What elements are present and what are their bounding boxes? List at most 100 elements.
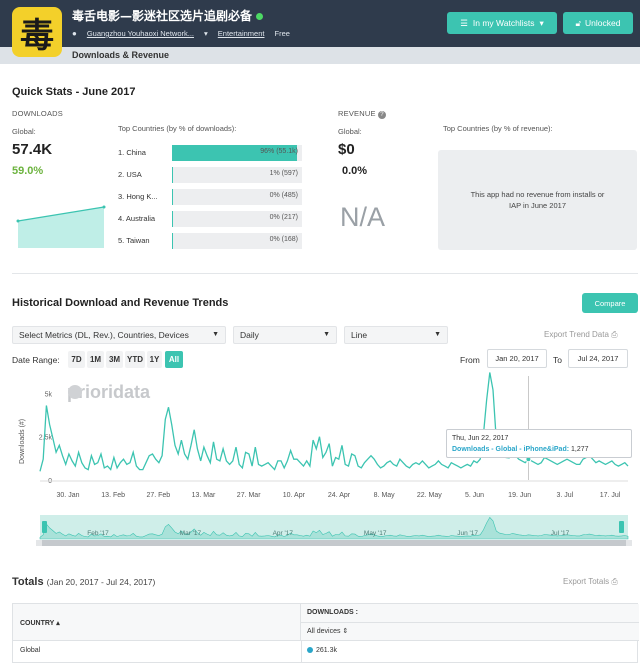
caret-down-icon: ▼: [323, 331, 330, 338]
top-countries-dl-label: Top Countries (by % of downloads):: [118, 124, 237, 133]
navigator-left-handle[interactable]: [42, 521, 47, 533]
interval-select-value: Daily: [240, 330, 259, 340]
to-date-input[interactable]: Jul 24, 2017: [568, 349, 628, 368]
country-bar-track: 1% (597): [172, 167, 302, 183]
sparkline-end-point: [102, 205, 106, 209]
downloads-label: DOWNLOADS: [12, 109, 63, 118]
chevron-down-icon[interactable]: ▾: [204, 29, 208, 38]
country-name: 3. Hong K...: [118, 192, 158, 201]
status-dot: [256, 13, 264, 20]
x-tick-label: 27. Feb: [146, 492, 170, 499]
range-1m[interactable]: 1M: [87, 351, 104, 368]
metrics-select[interactable]: Select Metrics (DL, Rev.), Countries, De…: [12, 326, 226, 344]
section-subbar: Downloads & Revenue: [0, 47, 640, 64]
trends-title: Historical Download and Revenue Trends: [12, 297, 229, 309]
country-bar-fill: [172, 145, 297, 161]
downloads-global-label: Global:: [12, 127, 36, 136]
from-date-input[interactable]: Jan 20, 2017: [487, 349, 547, 368]
export-totals-link[interactable]: Export Totals ⎙: [563, 577, 618, 586]
country-name: 2. USA: [118, 170, 142, 179]
watermark-text: prioridata: [67, 382, 151, 402]
publisher-link[interactable]: Guangzhou Youhaoxi Network...: [86, 29, 195, 38]
country-value: 0% (168): [269, 236, 298, 243]
country-header[interactable]: COUNTRY ▴: [20, 620, 60, 627]
downloads-header: DOWNLOADS :: [307, 609, 358, 616]
unlocked-button[interactable]: 🔓︎ Unlocked: [563, 12, 633, 34]
revenue-change: 0.0%: [342, 165, 368, 177]
y-tick-label: 5k: [45, 391, 53, 398]
x-tick-label: 3. Jul: [556, 492, 573, 499]
range-1y[interactable]: 1Y: [147, 351, 162, 368]
series-dot: [307, 647, 313, 654]
range-all[interactable]: All: [165, 351, 183, 368]
row-country: Global: [20, 647, 41, 654]
navigator-tick-label: May '17: [364, 530, 387, 537]
section-title: Downloads & Revenue: [72, 50, 170, 60]
country-header-cell: COUNTRY ▴: [13, 604, 301, 641]
interval-select[interactable]: Daily ▼: [233, 326, 337, 344]
navigator-tick-label: Feb '17: [87, 530, 109, 537]
country-bar-fill: [172, 167, 174, 183]
country-value: 0% (485): [269, 192, 298, 199]
navigator-series-area: [39, 516, 629, 540]
from-label: From: [460, 355, 480, 365]
sparkline-start-point: [16, 219, 20, 223]
help-icon[interactable]: ?: [377, 111, 386, 119]
revenue-total: $0: [338, 141, 355, 158]
revenue-na: N/A: [340, 202, 386, 232]
metrics-select-value: Select Metrics (DL, Rev.), Countries, De…: [19, 330, 189, 340]
navigator-right-handle[interactable]: [619, 521, 624, 533]
x-tick-label: 8. May: [374, 492, 396, 499]
navigator-tick-label: Mar '17: [180, 530, 202, 537]
devices-header[interactable]: All devices ⇕: [307, 628, 349, 635]
lock-icon: 🔓︎: [575, 17, 582, 28]
country-row: 1. China 96% (55.1k): [118, 145, 302, 161]
x-tick-label: 5. Jun: [465, 492, 484, 499]
sort-icon: ⇕: [342, 628, 349, 635]
totals-title: Totals: [12, 576, 44, 588]
apple-icon: ●: [72, 29, 77, 38]
x-tick-label: 22. May: [417, 492, 442, 499]
country-bar-fill: [172, 233, 173, 249]
tooltip-date: Thu, Jun 22, 2017: [452, 435, 509, 442]
navigator-scrollbar-thumb[interactable]: [42, 540, 626, 546]
country-row: 2. USA 1% (597): [118, 167, 302, 183]
country-value: 96% (55.1k): [260, 148, 298, 155]
export-icon: ⎙: [611, 577, 618, 586]
revenue-global-label: Global:: [338, 127, 362, 136]
x-tick-label: 13. Mar: [192, 492, 216, 499]
caret-down-icon: ▼: [434, 331, 441, 338]
downloads-change: 59.0%: [12, 165, 44, 177]
range-3m[interactable]: 3M: [106, 351, 123, 368]
country-bar-track: 0% (485): [172, 189, 302, 205]
chart-type-select[interactable]: Line ▼: [344, 326, 448, 344]
no-revenue-message: This app had no revenue from installs or…: [438, 150, 637, 250]
navigator-tick-label: Jul '17: [551, 530, 570, 537]
row-divider: [301, 641, 302, 663]
y-tick-label: 2.5k: [39, 435, 53, 442]
country-bar-track: 0% (168): [172, 233, 302, 249]
compare-button[interactable]: Compare: [582, 293, 638, 313]
country-bar-track: 0% (217): [172, 211, 302, 227]
watchlist-button[interactable]: ☰ In my Watchlists ▾: [447, 12, 557, 34]
downloads-header-cell: DOWNLOADS : All devices ⇕: [301, 604, 639, 641]
x-tick-label: 13. Feb: [101, 492, 125, 499]
downloads-total: 57.4K: [12, 141, 53, 158]
country-row: 4. Australia 0% (217): [118, 211, 302, 227]
country-value: 0% (217): [269, 214, 298, 221]
sparkline-line: [17, 206, 105, 222]
caret-down-icon: ▾: [539, 17, 544, 28]
export-trend-link[interactable]: Export Trend Data ⎙: [544, 330, 618, 339]
category-link[interactable]: Entertainment: [217, 29, 265, 38]
range-ytd[interactable]: YTD: [125, 351, 145, 368]
top-countries-rev-label: Top Countries (by % of revenue):: [443, 124, 553, 133]
watermark-logo-icon: [68, 385, 82, 399]
x-tick-label: 27. Mar: [237, 492, 261, 499]
sparkline-area: [18, 207, 104, 248]
revenue-label: REVENUE ?: [338, 109, 386, 119]
x-tick-label: 19. Jun: [508, 492, 531, 499]
navigator-tick-label: Apr '17: [273, 530, 294, 537]
chart-tooltip: Thu, Jun 22, 2017 Downloads - Global - i…: [446, 429, 632, 458]
range-7d[interactable]: 7D: [68, 351, 85, 368]
